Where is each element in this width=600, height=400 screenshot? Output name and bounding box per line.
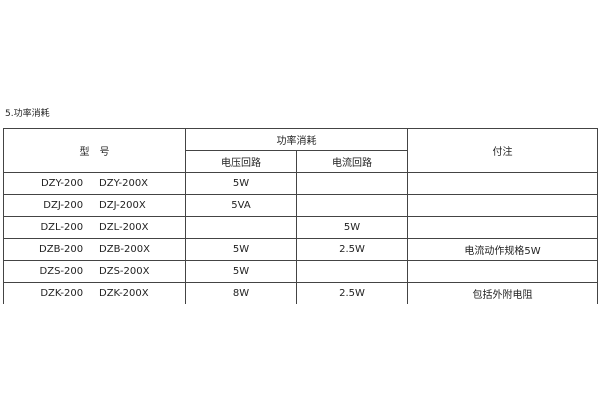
header-power: 功率消耗 bbox=[185, 128, 408, 151]
cell-note: 电流动作规格5W bbox=[407, 238, 598, 261]
cell-voltage: 5W bbox=[185, 238, 297, 261]
cell-current: 5W bbox=[296, 216, 408, 239]
cell-note bbox=[407, 172, 598, 195]
header-current-circuit: 电流回路 bbox=[296, 150, 408, 173]
cell-voltage bbox=[185, 216, 297, 239]
table-row: DZJ-200 DZJ-200X 5VA bbox=[3, 194, 598, 217]
header-voltage-circuit: 电压回路 bbox=[185, 150, 297, 173]
cell-model: DZS-200 DZS-200X bbox=[3, 260, 186, 283]
cell-note: 包括外附电阻 bbox=[407, 282, 598, 304]
cell-model: DZB-200 DZB-200X bbox=[3, 238, 186, 261]
header-model: 型 号 bbox=[3, 128, 186, 173]
cell-voltage: 5W bbox=[185, 260, 297, 283]
cell-voltage: 5VA bbox=[185, 194, 297, 217]
table-row: DZY-200 DZY-200X 5W bbox=[3, 172, 598, 195]
section-title: 5.功率消耗 bbox=[5, 109, 50, 119]
cell-voltage: 8W bbox=[185, 282, 297, 304]
cell-model: DZK-200 DZK-200X bbox=[3, 282, 186, 304]
header-row: 型 号 功率消耗 付注 bbox=[3, 128, 598, 173]
header-subrow: 电压回路 电流回路 bbox=[4, 150, 598, 173]
cell-current bbox=[296, 194, 408, 217]
cell-current: 2.5W bbox=[296, 238, 408, 261]
table-row: DZB-200 DZB-200X 5W 2.5W 电流动作规格5W bbox=[3, 238, 598, 261]
cell-current: 2.5W bbox=[296, 282, 408, 304]
cell-voltage: 5W bbox=[185, 172, 297, 195]
power-consumption-table: 型 号 功率消耗 付注 电压回路 电流回路 DZY-200 DZY-200X 5W… bbox=[3, 128, 598, 304]
table-row: DZS-200 DZS-200X 5W bbox=[3, 260, 598, 283]
cell-note bbox=[407, 216, 598, 239]
cell-model: DZY-200 DZY-200X bbox=[3, 172, 186, 195]
cell-note bbox=[407, 194, 598, 217]
table-row: DZL-200 DZL-200X 5W bbox=[3, 216, 598, 239]
cell-current bbox=[296, 260, 408, 283]
cell-model: DZL-200 DZL-200X bbox=[3, 216, 186, 239]
header-note: 付注 bbox=[407, 128, 598, 173]
table-row: DZK-200 DZK-200X 8W 2.5W 包括外附电阻 bbox=[3, 282, 598, 304]
cell-current bbox=[296, 172, 408, 195]
cell-note bbox=[407, 260, 598, 283]
cell-model: DZJ-200 DZJ-200X bbox=[3, 194, 186, 217]
